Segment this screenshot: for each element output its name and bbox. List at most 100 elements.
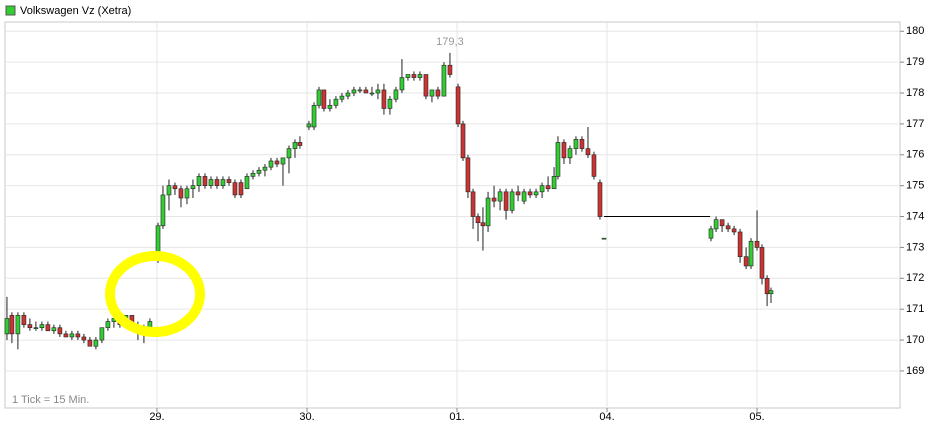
- candle-body: [327, 105, 333, 109]
- y-tick-label: 174: [906, 210, 924, 222]
- candle-body: [561, 142, 567, 159]
- candle-body: [166, 185, 172, 196]
- grid: [5, 22, 904, 412]
- candle-body: [759, 247, 765, 279]
- candle-body: [39, 324, 45, 329]
- candles: [4, 52, 774, 350]
- candle-body: [521, 191, 527, 202]
- candle-body: [321, 89, 327, 109]
- candle-body: [748, 240, 754, 267]
- y-tick-label: 170: [906, 334, 924, 346]
- x-tick-label: 05.: [749, 411, 764, 423]
- candle-body: [286, 148, 292, 159]
- candle-body: [33, 327, 39, 330]
- candle-body: [345, 92, 351, 97]
- candle-body: [208, 179, 214, 186]
- y-tick-label: 175: [906, 180, 924, 192]
- candle-body: [731, 228, 737, 233]
- candle-body: [545, 185, 551, 190]
- candle-body: [399, 77, 405, 91]
- y-tick-label: 176: [906, 149, 924, 161]
- x-tick-label: 29.: [149, 411, 164, 423]
- candle-body: [357, 89, 363, 92]
- y-tick-label: 172: [906, 272, 924, 284]
- candle-body: [262, 166, 268, 171]
- candle-body: [737, 231, 743, 257]
- candle-body: [429, 89, 435, 97]
- x-tick-label: 30.: [299, 411, 314, 423]
- candle-body: [713, 219, 719, 230]
- candle-body: [435, 89, 441, 97]
- candle-body: [184, 188, 190, 199]
- candle-body: [509, 191, 515, 211]
- candle-body: [708, 228, 714, 239]
- candle-body: [417, 74, 423, 78]
- y-tick-label: 177: [906, 118, 924, 130]
- candle-body: [196, 176, 202, 186]
- candle-body: [533, 191, 539, 196]
- candle-body: [369, 92, 375, 95]
- candle-body: [21, 315, 27, 325]
- candle-body: [172, 185, 178, 190]
- candle-body: [460, 123, 466, 159]
- candle-body: [63, 333, 69, 338]
- candle-body: [232, 182, 238, 196]
- y-tick-label: 171: [906, 303, 924, 315]
- y-tick-label: 180: [906, 25, 924, 37]
- candle-body: [178, 188, 184, 199]
- candle-body: [268, 160, 274, 168]
- highlight-circle: [105, 251, 205, 337]
- candle-body: [527, 191, 533, 196]
- candle-body: [256, 169, 262, 174]
- candle-body: [485, 197, 491, 227]
- high-label: 179,3: [436, 36, 464, 48]
- candle-body: [455, 86, 461, 125]
- candle-body: [597, 182, 603, 217]
- candle-body: [244, 176, 250, 190]
- candle-body: [93, 339, 99, 347]
- candle-body: [579, 139, 585, 149]
- candle-body: [292, 142, 298, 149]
- candle-body: [497, 191, 503, 202]
- candle-body: [311, 105, 317, 128]
- candle-body: [69, 333, 75, 338]
- candle-body: [363, 89, 369, 94]
- candle-body: [250, 173, 256, 177]
- candle-body: [591, 154, 597, 177]
- candle-body: [764, 278, 770, 295]
- candle-body: [339, 95, 345, 100]
- candle-body: [387, 98, 393, 109]
- candle-body: [238, 182, 244, 196]
- candle-body: [190, 185, 196, 190]
- candle-body: [57, 327, 63, 335]
- candle-body: [274, 160, 280, 165]
- candle-body: [585, 148, 591, 156]
- candle-body: [551, 176, 557, 190]
- candle-body: [27, 324, 33, 329]
- candle-body: [51, 327, 57, 332]
- candle-body: [441, 64, 447, 97]
- candle-body: [503, 191, 509, 211]
- candle-body: [539, 185, 545, 193]
- candle-body: [743, 256, 749, 267]
- candle-body: [9, 315, 15, 335]
- x-tick-label: 04.: [599, 411, 614, 423]
- candle-body: [351, 89, 357, 94]
- candle-body: [220, 179, 226, 186]
- candle-body: [405, 74, 411, 78]
- candle-body: [105, 321, 111, 329]
- candle-body: [226, 179, 232, 183]
- candle-body: [470, 191, 476, 217]
- candle-body: [99, 327, 105, 341]
- candle-body: [465, 157, 471, 193]
- candle-body: [567, 148, 573, 159]
- candle-body: [375, 89, 381, 94]
- candle-body: [573, 139, 579, 149]
- candle-body: [555, 142, 561, 177]
- candle-body: [316, 89, 322, 106]
- candle-body: [491, 197, 497, 202]
- x-tick-label: 01.: [449, 411, 464, 423]
- candle-body: [601, 237, 607, 240]
